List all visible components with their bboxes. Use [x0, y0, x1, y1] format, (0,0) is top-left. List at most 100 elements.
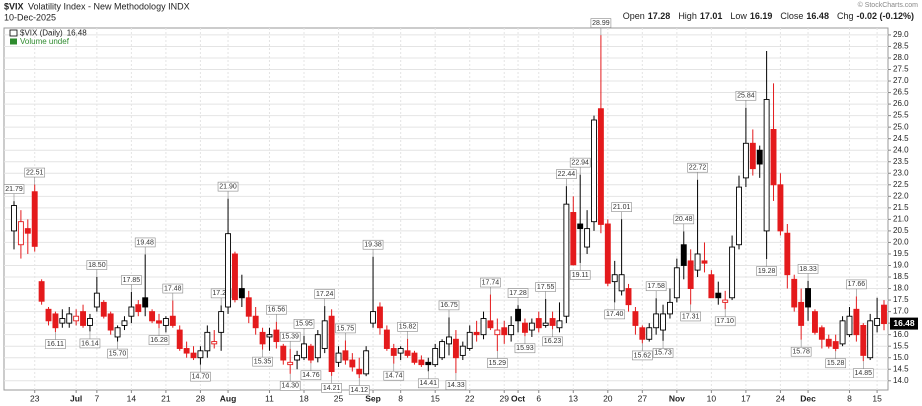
x-tick-label: Aug — [220, 393, 237, 403]
candle-body — [563, 203, 570, 317]
candle-body — [128, 306, 135, 317]
candle-body — [673, 267, 680, 299]
header-value: 16.19 — [750, 11, 773, 21]
candle-body — [736, 186, 742, 246]
annotation-box — [162, 283, 184, 294]
candle-body — [805, 288, 811, 308]
x-tick-label: 10 — [707, 393, 717, 403]
annotation-box — [397, 322, 418, 332]
candle-body — [107, 313, 114, 331]
candle-body — [245, 297, 252, 317]
candle-body — [142, 297, 149, 308]
candle-body — [121, 320, 128, 326]
candle-body — [24, 228, 31, 234]
annotation-label: 17.40 — [606, 311, 624, 318]
candle-body — [770, 129, 777, 186]
y-tick-label: 25.0 — [893, 122, 909, 131]
candle-body — [87, 318, 93, 326]
annotation-label: 15.93 — [516, 345, 534, 352]
candle-body — [694, 253, 701, 271]
annotation-box — [556, 169, 577, 179]
candle-body — [570, 212, 577, 266]
candle-body — [487, 320, 494, 329]
legend-name: $VIX (Daily) — [20, 29, 63, 38]
header-value: 17.28 — [648, 11, 671, 21]
candle-body — [363, 350, 370, 375]
y-tick-label: 19.0 — [893, 261, 909, 270]
annotation-box — [611, 202, 632, 212]
x-tick-label: 27 — [638, 393, 648, 403]
annotation-label: 15.75 — [337, 325, 355, 332]
annotation-box — [266, 304, 287, 315]
annotation-label: 15.73 — [654, 350, 672, 357]
y-tick-label: 17.0 — [893, 307, 909, 316]
candle-body — [197, 350, 204, 359]
annotation-box — [542, 336, 563, 347]
chart-title: Volatility Index - New Methodology INDX — [28, 1, 190, 11]
candle-body — [52, 313, 59, 329]
candle-body — [577, 223, 584, 230]
x-tick-label: 25 — [334, 393, 344, 403]
candle-body — [66, 313, 73, 324]
candle-body — [522, 322, 528, 333]
y-tick-label: 15.0 — [893, 353, 909, 362]
annotation-box — [134, 237, 156, 248]
x-tick-label: 21 — [161, 393, 171, 403]
annotation-label: 14.41 — [420, 380, 438, 387]
annotation-box — [846, 279, 867, 290]
candle-body — [798, 301, 805, 326]
x-tick-label: 20 — [603, 393, 613, 403]
annotation-label: 16.11 — [47, 341, 64, 348]
annotation-label: 17.27 — [212, 290, 230, 297]
annotation-box — [121, 275, 142, 285]
candle-body — [342, 350, 349, 361]
candle-body — [135, 304, 142, 313]
candle-body — [38, 281, 45, 302]
annotation-box — [507, 288, 529, 298]
candle-body — [218, 311, 225, 333]
candle-body — [45, 308, 52, 322]
candle-body — [860, 324, 867, 356]
annotation-label: 17.74 — [482, 279, 500, 286]
x-tick-label: 7 — [94, 393, 99, 403]
header-label: Open — [623, 11, 645, 21]
candle-body — [749, 142, 756, 170]
annotation-box — [569, 157, 591, 168]
x-tick-label: 28 — [196, 393, 206, 403]
candle-body — [252, 315, 259, 329]
candle-body — [846, 315, 853, 336]
y-tick-label: 21.5 — [893, 203, 909, 212]
candle-body — [881, 304, 887, 325]
annotation-box — [86, 260, 108, 270]
legend-swatch — [10, 38, 17, 45]
candle-body — [17, 221, 24, 246]
annotation-box — [632, 350, 653, 361]
y-tick-label: 23.5 — [893, 157, 909, 166]
annotation-label: 19.38 — [364, 242, 382, 249]
annotation-box — [825, 358, 846, 369]
candle-body — [756, 149, 763, 165]
y-tick-label: 18.0 — [893, 284, 909, 293]
annotation-label: 15.95 — [295, 321, 313, 328]
annotation-label: 16.56 — [268, 307, 286, 314]
annotation-box — [300, 370, 322, 381]
annotation-box — [852, 368, 874, 378]
candle-body — [425, 361, 432, 366]
annotation-label: 14.30 — [281, 383, 299, 390]
candle-body — [825, 338, 832, 347]
annotation-label: 21.01 — [613, 204, 631, 211]
annotation-label: 17.55 — [537, 284, 555, 291]
annotation-box — [735, 90, 757, 101]
y-tick-label: 23.0 — [893, 168, 909, 177]
candle-body — [439, 341, 446, 359]
annotation-box — [417, 378, 439, 389]
header-label: Chg — [837, 11, 854, 21]
candle-body — [459, 345, 466, 356]
x-tick-label: 18 — [299, 393, 309, 403]
annotation-box — [652, 348, 674, 358]
annotation-label: 28.99 — [592, 20, 610, 27]
y-tick-label: 29.0 — [893, 30, 909, 39]
candle-body — [238, 288, 245, 299]
x-tick-label: Sep — [365, 393, 381, 403]
